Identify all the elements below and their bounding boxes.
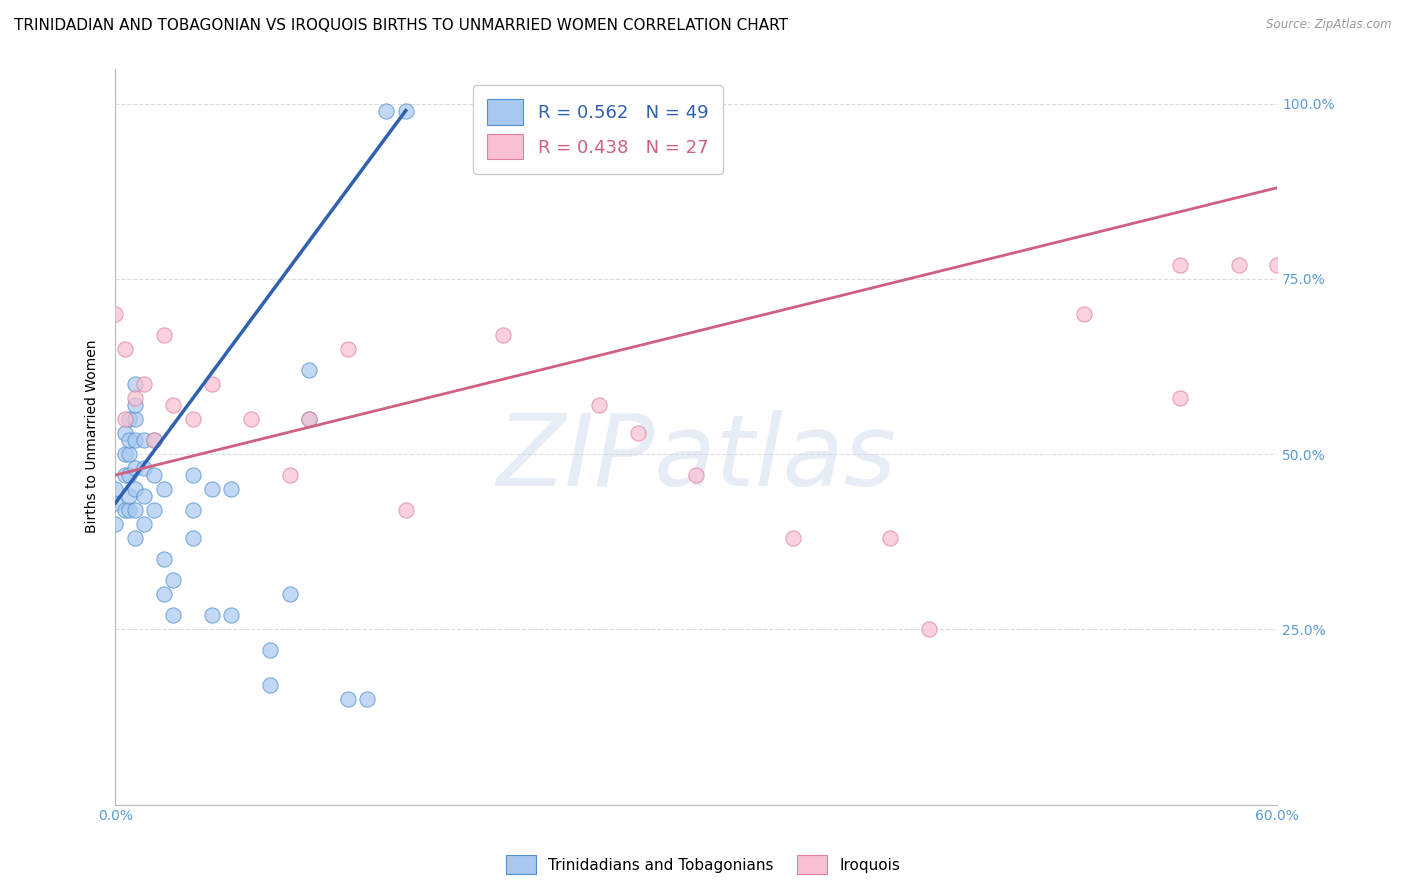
- Point: [181, 468, 204, 483]
- Point: [336, 342, 359, 356]
- Point: [298, 363, 321, 377]
- Point: [118, 489, 141, 503]
- Point: [181, 503, 204, 517]
- Point: [395, 503, 418, 517]
- Point: [152, 552, 174, 566]
- Point: [221, 482, 243, 496]
- Y-axis label: Births to Unmarried Women: Births to Unmarried Women: [86, 340, 100, 533]
- Point: [1265, 258, 1288, 272]
- Point: [221, 608, 243, 623]
- Point: [134, 376, 156, 391]
- Point: [201, 482, 224, 496]
- Point: [124, 531, 146, 545]
- Point: [118, 433, 141, 447]
- Point: [104, 482, 127, 496]
- Point: [134, 433, 156, 447]
- Point: [124, 391, 146, 405]
- Point: [627, 425, 650, 440]
- Point: [259, 643, 281, 657]
- Point: [491, 327, 513, 342]
- Point: [588, 398, 610, 412]
- Text: TRINIDADIAN AND TOBAGONIAN VS IROQUOIS BIRTHS TO UNMARRIED WOMEN CORRELATION CHA: TRINIDADIAN AND TOBAGONIAN VS IROQUOIS B…: [14, 18, 787, 33]
- Point: [124, 376, 146, 391]
- Point: [124, 503, 146, 517]
- Point: [375, 103, 398, 118]
- Point: [278, 587, 301, 601]
- Point: [152, 482, 174, 496]
- Point: [143, 503, 166, 517]
- Point: [278, 468, 301, 483]
- Point: [879, 531, 901, 545]
- Point: [118, 447, 141, 461]
- Point: [114, 412, 136, 426]
- Point: [134, 461, 156, 475]
- Point: [395, 103, 418, 118]
- Point: [152, 327, 174, 342]
- Point: [124, 412, 146, 426]
- Point: [1170, 391, 1192, 405]
- Point: [181, 412, 204, 426]
- Point: [104, 517, 127, 532]
- Text: Source: ZipAtlas.com: Source: ZipAtlas.com: [1267, 18, 1392, 31]
- Point: [298, 412, 321, 426]
- Point: [152, 587, 174, 601]
- Point: [124, 433, 146, 447]
- Legend: R = 0.562   N = 49, R = 0.438   N = 27: R = 0.562 N = 49, R = 0.438 N = 27: [472, 85, 723, 174]
- Point: [162, 608, 184, 623]
- Point: [259, 678, 281, 692]
- Text: ZIPatlas: ZIPatlas: [496, 410, 896, 508]
- Point: [114, 468, 136, 483]
- Point: [201, 376, 224, 391]
- Point: [134, 489, 156, 503]
- Point: [143, 433, 166, 447]
- Point: [143, 433, 166, 447]
- Point: [162, 574, 184, 588]
- Point: [918, 623, 941, 637]
- Point: [356, 692, 378, 706]
- Point: [124, 398, 146, 412]
- Point: [114, 342, 136, 356]
- Point: [685, 468, 707, 483]
- Point: [104, 307, 127, 321]
- Point: [118, 503, 141, 517]
- Point: [181, 531, 204, 545]
- Point: [1073, 307, 1095, 321]
- Point: [118, 412, 141, 426]
- Point: [1170, 258, 1192, 272]
- Point: [114, 425, 136, 440]
- Point: [298, 412, 321, 426]
- Point: [201, 608, 224, 623]
- Point: [114, 503, 136, 517]
- Legend: Trinidadians and Tobagonians, Iroquois: Trinidadians and Tobagonians, Iroquois: [499, 849, 907, 880]
- Point: [124, 461, 146, 475]
- Point: [118, 468, 141, 483]
- Point: [104, 496, 127, 510]
- Point: [162, 398, 184, 412]
- Point: [114, 447, 136, 461]
- Point: [239, 412, 262, 426]
- Point: [782, 531, 804, 545]
- Point: [336, 692, 359, 706]
- Point: [1227, 258, 1250, 272]
- Point: [143, 468, 166, 483]
- Point: [134, 517, 156, 532]
- Point: [124, 482, 146, 496]
